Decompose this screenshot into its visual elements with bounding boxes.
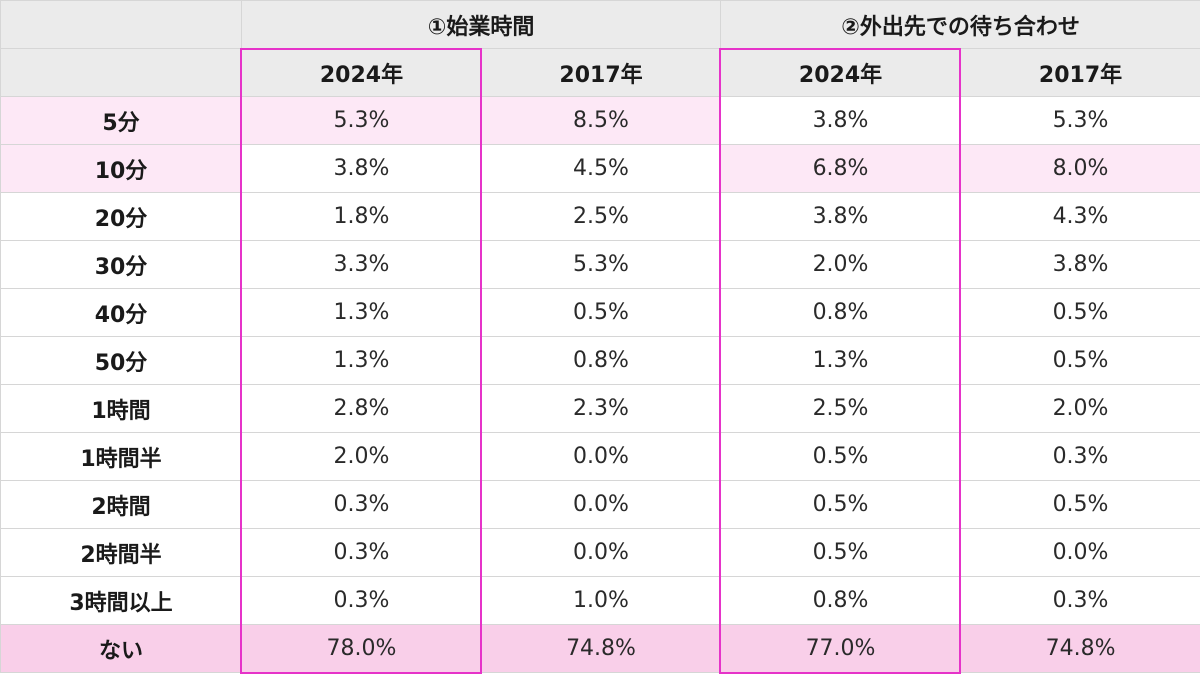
table-cell: 1.3%: [720, 336, 962, 385]
table-row: 2時間 0.3% 0.0% 0.5% 0.5%: [0, 480, 1200, 529]
row-label: 5分: [0, 96, 242, 145]
year-header: 2017年: [960, 48, 1200, 97]
table-cell: 78.0%: [241, 624, 482, 673]
corner-cell: [0, 0, 242, 49]
table-cell: 0.8%: [480, 336, 722, 385]
table-cell: 2.0%: [241, 432, 482, 481]
row-label: 1時間半: [0, 432, 242, 481]
table-cell: 0.8%: [720, 576, 962, 625]
table-cell: 8.0%: [960, 144, 1200, 193]
row-label: 10分: [0, 144, 242, 193]
table-cell: 2.0%: [720, 240, 962, 289]
table-cell: 6.8%: [720, 144, 962, 193]
row-label: 2時間半: [0, 528, 242, 577]
table-cell: 2.0%: [960, 384, 1200, 433]
table-cell: 0.5%: [960, 288, 1200, 337]
table-cell: 1.8%: [241, 192, 482, 241]
table-body: 5分 5.3% 8.5% 3.8% 5.3% 10分 3.8% 4.5% 6.8% 8.0% 20分…: [0, 96, 1200, 673]
row-label: 40分: [0, 288, 242, 337]
table-cell: 3.8%: [720, 96, 962, 145]
row-label: ない: [0, 624, 242, 673]
table-cell: 3.8%: [960, 240, 1200, 289]
table-cell: 5.3%: [480, 240, 722, 289]
table-cell: 0.8%: [720, 288, 962, 337]
row-label: 50分: [0, 336, 242, 385]
table-cell: 1.0%: [480, 576, 722, 625]
year-header: 2024年: [720, 48, 962, 97]
table-cell: 2.5%: [480, 192, 722, 241]
table-cell: 0.5%: [480, 288, 722, 337]
table-row: 30分 3.3% 5.3% 2.0% 3.8%: [0, 240, 1200, 289]
table-cell: 0.3%: [960, 432, 1200, 481]
table-row: 20分 1.8% 2.5% 3.8% 4.3%: [0, 192, 1200, 241]
table-row: 5分 5.3% 8.5% 3.8% 5.3%: [0, 96, 1200, 145]
table-cell: 0.3%: [241, 528, 482, 577]
table-cell: 0.3%: [241, 480, 482, 529]
table-cell: 74.8%: [480, 624, 722, 673]
table-row: 10分 3.8% 4.5% 6.8% 8.0%: [0, 144, 1200, 193]
table-cell: 0.0%: [480, 528, 722, 577]
table-cell: 0.0%: [960, 528, 1200, 577]
table-cell: 0.0%: [480, 432, 722, 481]
table-cell: 77.0%: [720, 624, 962, 673]
row-label: 2時間: [0, 480, 242, 529]
table-cell: 0.3%: [960, 576, 1200, 625]
table-row: 2時間半 0.3% 0.0% 0.5% 0.0%: [0, 528, 1200, 577]
table-cell: 3.8%: [241, 144, 482, 193]
row-label: 1時間: [0, 384, 242, 433]
table-cell: 0.5%: [720, 480, 962, 529]
table-row: 1時間半 2.0% 0.0% 0.5% 0.3%: [0, 432, 1200, 481]
table-cell: 0.5%: [720, 432, 962, 481]
table-cell: 2.8%: [241, 384, 482, 433]
table-cell: 8.5%: [480, 96, 722, 145]
group-header-meeting-outside: ②外出先での待ち合わせ: [720, 0, 1200, 49]
table-cell: 0.5%: [720, 528, 962, 577]
table-cell: 1.3%: [241, 288, 482, 337]
year-header: 2017年: [480, 48, 722, 97]
table-cell: 4.3%: [960, 192, 1200, 241]
table-cell: 74.8%: [960, 624, 1200, 673]
table-cell: 0.0%: [480, 480, 722, 529]
table-row: ない 78.0% 74.8% 77.0% 74.8%: [0, 624, 1200, 673]
table-cell: 5.3%: [960, 96, 1200, 145]
year-header: 2024年: [241, 48, 482, 97]
table-cell: 0.3%: [241, 576, 482, 625]
table-cell: 2.3%: [480, 384, 722, 433]
table-row: 50分 1.3% 0.8% 1.3% 0.5%: [0, 336, 1200, 385]
group-header-start-time: ①始業時間: [240, 0, 722, 49]
row-label: 20分: [0, 192, 242, 241]
group-header-row: ①始業時間 ②外出先での待ち合わせ: [0, 0, 1200, 49]
table-cell: 3.8%: [720, 192, 962, 241]
table-cell: 3.3%: [241, 240, 482, 289]
table-cell: 2.5%: [720, 384, 962, 433]
row-label: 3時間以上: [0, 576, 242, 625]
table-cell: 1.3%: [241, 336, 482, 385]
table-cell: 5.3%: [241, 96, 482, 145]
table-cell: 0.5%: [960, 480, 1200, 529]
year-header-row: 2024年 2017年 2024年 2017年: [0, 48, 1200, 97]
table-cell: 4.5%: [480, 144, 722, 193]
row-label: 30分: [0, 240, 242, 289]
corner-cell-2: [0, 48, 242, 97]
table-row: 1時間 2.8% 2.3% 2.5% 2.0%: [0, 384, 1200, 433]
table-row: 3時間以上 0.3% 1.0% 0.8% 0.3%: [0, 576, 1200, 625]
table-row: 40分 1.3% 0.5% 0.8% 0.5%: [0, 288, 1200, 337]
table-cell: 0.5%: [960, 336, 1200, 385]
